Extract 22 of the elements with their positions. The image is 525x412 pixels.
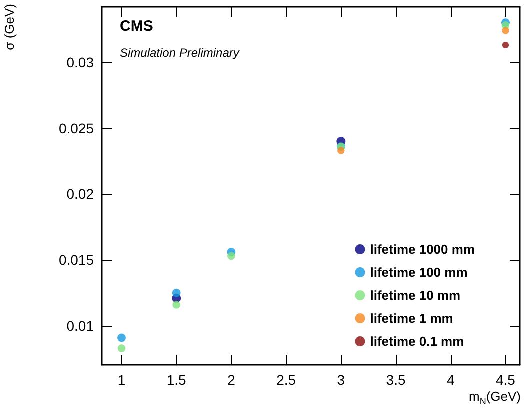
- legend-label: lifetime 0.1 mm: [370, 334, 464, 349]
- legend-label: lifetime 1000 mm: [370, 242, 476, 257]
- x-axis-title: m$_{N}$(GeV): [468, 389, 521, 407]
- x-tick-label: 4.5: [496, 372, 516, 388]
- y-tick-label: 0.01: [66, 318, 94, 334]
- annotation: Simulation Preliminary: [120, 46, 240, 60]
- legend-label: lifetime 10 mm: [370, 288, 461, 303]
- legend-label: lifetime 100 mm: [370, 265, 468, 280]
- x-tick-label: 2: [228, 372, 236, 388]
- x-tick-label: 3: [337, 372, 346, 388]
- x-tick-label: 4: [446, 372, 455, 388]
- y-tick-label: 0.03: [66, 54, 94, 70]
- y-tick-label: 0.015: [58, 252, 94, 268]
- x-tick-label: 3.5: [386, 372, 406, 388]
- x-tick-label: 2.5: [276, 372, 296, 388]
- x-tick-label: 1.5: [166, 372, 187, 388]
- y-tick-label: 0.025: [58, 120, 94, 136]
- annotation: CMS: [120, 18, 154, 35]
- x-tick-label: 1: [118, 372, 126, 388]
- y-tick-label: 0.02: [66, 186, 94, 202]
- y-axis-title: σ (GeV): [2, 4, 17, 50]
- legend-label: lifetime 1 mm: [370, 311, 454, 326]
